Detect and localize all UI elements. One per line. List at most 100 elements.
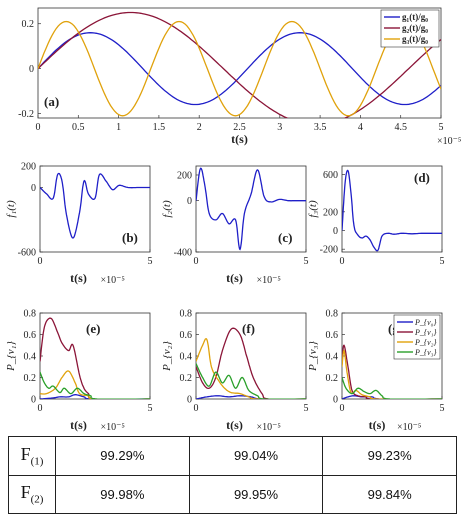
x-axis-label: t(s)	[70, 418, 87, 432]
y-axis-label: f₂(t)	[161, 200, 173, 218]
series-line-4	[196, 363, 306, 399]
plot-area	[37, 7, 442, 119]
y-axis-label: P_{v₃}	[307, 341, 319, 372]
x-tick-label: 1.5	[153, 122, 166, 133]
series-line-1	[40, 394, 150, 399]
chart-panel-e: 0 5 0.8 0.6 0.4 0.2 0 (e) t(s) ×10⁻⁵ P_{v₁}	[5, 309, 153, 434]
series-line-2	[196, 327, 306, 399]
x-tick-label: 0	[194, 256, 199, 267]
panel-label: (e)	[86, 321, 100, 336]
y-tick-label: 200	[323, 207, 338, 218]
table-cell: 99.95%	[188, 474, 324, 514]
x-tick-label: 0	[340, 256, 345, 267]
legend-entry: g₁(t)/g₀	[402, 12, 428, 22]
x-tick-label: 5	[148, 256, 153, 267]
series-line-2	[38, 11, 441, 118]
table-cell: 99.04%	[188, 436, 324, 476]
y-tick-label: 0	[333, 395, 338, 406]
x-tick-label: 0	[38, 256, 43, 267]
x-axis-label: t(s)	[70, 271, 87, 285]
y-axis-label: f₁(t)	[5, 200, 17, 218]
legend-entry: g₃(t)/g₀	[402, 34, 428, 44]
y-tick-label: 0.4	[24, 352, 37, 363]
x-exponent: ×10⁻⁵	[257, 422, 281, 433]
x-tick-label: 0	[340, 403, 345, 414]
x-tick-label: 5	[148, 403, 153, 414]
y-tick-label: 0.4	[180, 352, 193, 363]
legend-entry: P_{v₂}	[414, 338, 437, 347]
y-tick-label: 0.2	[326, 373, 339, 384]
y-tick-label: 0.6	[180, 330, 193, 341]
table-row: F(1) 99.29% 99.04% 99.23%	[8, 436, 457, 476]
x-tick-label: 0.5	[72, 122, 85, 133]
x-tick-label: 2	[197, 122, 202, 133]
x-tick-label: 5	[439, 122, 444, 133]
x-tick-label: 5	[304, 256, 309, 267]
x-axis-label: t(s)	[226, 418, 243, 432]
x-exponent: ×10⁻⁵	[437, 136, 461, 147]
x-axis-label: t(s)	[369, 418, 386, 432]
panel-label: (c)	[278, 230, 292, 245]
y-tick-label: 200	[177, 170, 192, 181]
y-tick-label: 0	[29, 64, 34, 75]
y-tick-label: 0.8	[180, 309, 193, 320]
series-line-4	[40, 371, 150, 399]
legend-entry: P_{v₃}	[414, 348, 437, 357]
figure: 0 0.5 1 1.5 2 2.5 3 3.5 4 4.5 5-0.200.2(a)t(s) ×10⁻…	[5, 7, 461, 434]
series-line-1	[196, 167, 306, 251]
y-tick-label: 0.2	[180, 373, 193, 384]
x-tick-label: 5	[440, 256, 445, 267]
x-tick-label: 2.5	[233, 122, 246, 133]
y-tick-label: -200	[320, 245, 338, 256]
series-line-3	[40, 370, 150, 399]
legend-entry: P_{v₀}	[414, 318, 437, 327]
table-row: F(2) 99.98% 99.95% 99.84%	[8, 474, 457, 514]
table-cell: 99.23%	[322, 436, 457, 476]
plot-area	[341, 165, 443, 253]
x-tick-label: 4	[358, 122, 363, 133]
chart-panel-f: 0 5 0.8 0.6 0.4 0.2 0 (f) t(s) ×10⁻⁵ P_{v₂}	[161, 309, 309, 434]
x-exponent: ×10⁻⁵	[397, 422, 421, 433]
y-tick-label: -400	[174, 248, 192, 259]
y-tick-label: 0.8	[326, 309, 339, 320]
panel-label: (d)	[414, 170, 430, 185]
y-tick-label: -600	[18, 248, 36, 259]
legend: P_{v₀}P_{v₁}P_{v₂}P_{v₃}	[393, 314, 441, 360]
series-line-4	[342, 377, 442, 399]
y-tick-label: -0.2	[18, 109, 34, 120]
legend-entry: g₂(t)/g₀	[402, 23, 428, 33]
y-tick-label: 0.6	[326, 330, 339, 341]
plot-area	[39, 165, 151, 253]
series-line-2	[342, 344, 442, 399]
panel-label: (f)	[242, 321, 255, 336]
y-tick-label: 0	[31, 395, 36, 406]
x-tick-label: 5	[304, 403, 309, 414]
chart-panel-g: 050.80.60.40.20(g)t(s)×10⁻⁵P_{v₃}P_{v₀}P…	[307, 309, 445, 434]
y-axis-label: P_{v₁}	[5, 341, 17, 372]
x-tick-label: 1	[116, 122, 121, 133]
y-tick-label: 200	[21, 162, 36, 173]
y-axis-label: f₃(t)	[307, 200, 319, 218]
legend-entry: P_{v₁}	[414, 328, 437, 337]
row-header-f1: F(1)	[8, 436, 56, 476]
y-tick-label: 0	[333, 226, 338, 237]
row-header-f2: F(2)	[8, 474, 56, 514]
series-line-1	[342, 169, 442, 252]
x-exponent: ×10⁻⁵	[101, 422, 125, 433]
panel-label: (a)	[44, 94, 59, 109]
y-tick-label: 0.8	[24, 309, 37, 320]
x-tick-label: 0	[38, 403, 43, 414]
table-cell: 99.84%	[322, 474, 457, 514]
y-tick-label: 0	[31, 183, 36, 194]
table-cell: 99.98%	[55, 474, 190, 514]
x-axis-label: t(s)	[231, 132, 248, 146]
y-tick-label: 0.6	[24, 330, 37, 341]
y-tick-label: 0.4	[326, 352, 339, 363]
fidelity-table: F(1) 99.29% 99.04% 99.23% F(2) 99.98% 99…	[8, 436, 457, 514]
y-tick-label: 0	[187, 196, 192, 207]
y-tick-label: 600	[323, 170, 338, 181]
